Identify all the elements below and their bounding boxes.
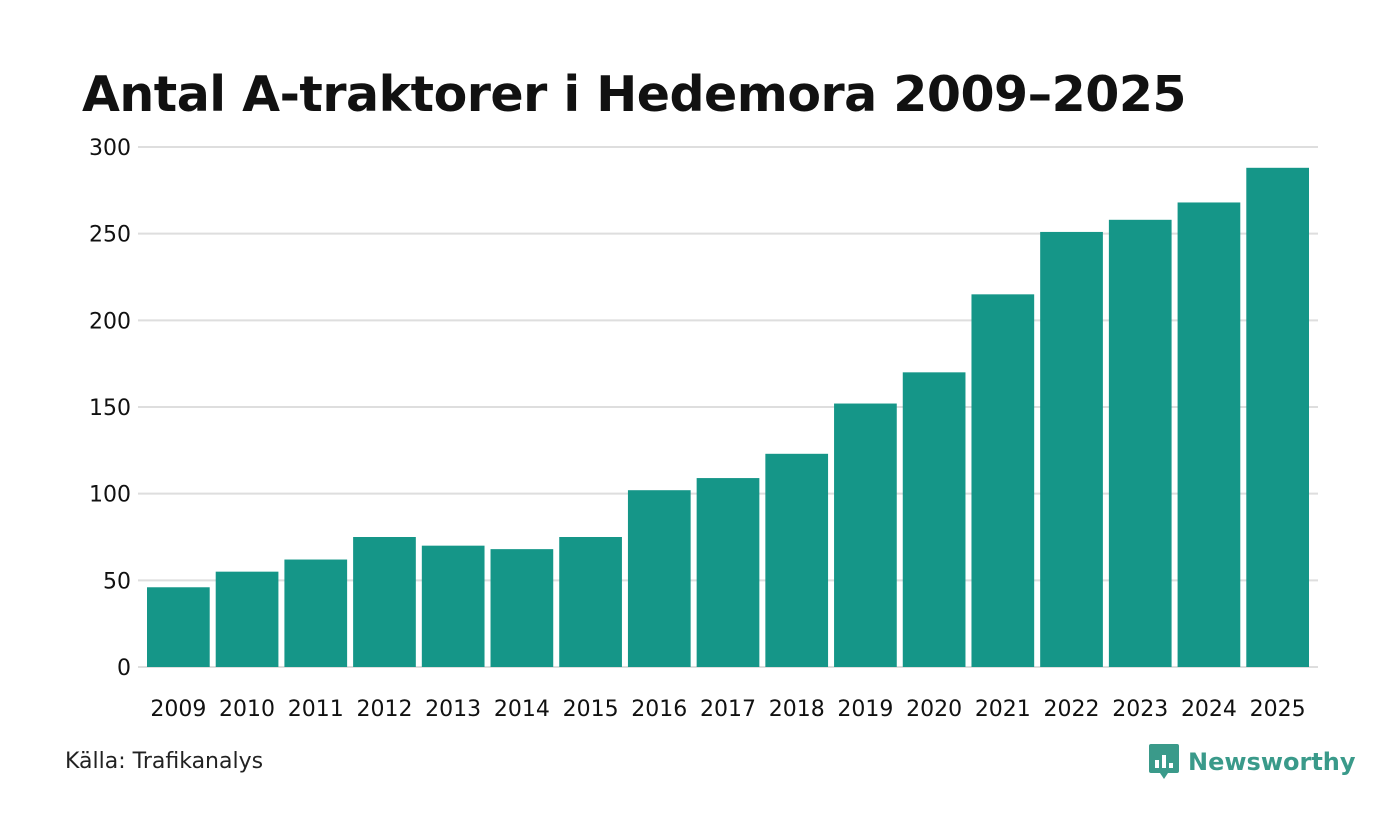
x-tick-label: 2014 xyxy=(494,697,550,722)
x-tick-label: 2021 xyxy=(975,697,1031,722)
x-tick-label: 2022 xyxy=(1044,697,1100,722)
chart-title: Antal A-traktorer i Hedemora 2009–2025 xyxy=(82,66,1187,123)
y-tick-label: 300 xyxy=(89,136,131,161)
bar-2013 xyxy=(421,545,485,667)
bar-2019 xyxy=(834,403,897,667)
bar-2024 xyxy=(1177,202,1241,667)
x-tick-label: 2019 xyxy=(837,697,893,722)
bar-2018 xyxy=(765,453,829,667)
bar-2017 xyxy=(696,478,760,667)
x-tick-label: 2018 xyxy=(769,697,825,722)
bar-2023 xyxy=(1108,219,1172,668)
bar-2021 xyxy=(971,294,1035,667)
x-tick-label: 2009 xyxy=(150,697,206,722)
y-tick-label: 150 xyxy=(89,396,131,421)
source-note: Källa: Trafikanalys xyxy=(65,749,264,774)
x-tick-label: 2017 xyxy=(700,697,756,722)
x-tick-label: 2012 xyxy=(356,697,412,722)
x-axis-ticks: 2009 2010 2011 2012 2013 2014 2015 2016 2017 2018… xyxy=(150,697,1305,722)
bars xyxy=(147,167,1309,668)
x-tick-label: 2020 xyxy=(906,697,962,722)
x-tick-label: 2025 xyxy=(1250,697,1306,722)
bar-2020 xyxy=(902,372,966,667)
bar-2025 xyxy=(1246,167,1309,668)
bar-2009 xyxy=(147,587,210,667)
x-tick-label: 2016 xyxy=(631,697,687,722)
x-tick-label: 2010 xyxy=(219,697,275,722)
brand-name: Newsworthy xyxy=(1188,748,1356,776)
x-tick-label: 2013 xyxy=(425,697,481,722)
bar-chart-speech-bubble-icon xyxy=(1149,744,1179,779)
bar-2014 xyxy=(490,549,554,667)
x-tick-label: 2024 xyxy=(1181,697,1237,722)
y-tick-label: 50 xyxy=(103,569,131,594)
bar-2010 xyxy=(215,571,279,667)
y-axis-ticks: 0 50 100 150 200 250 300 xyxy=(89,136,131,681)
bar-2016 xyxy=(627,490,691,667)
y-tick-label: 0 xyxy=(117,656,131,681)
bar-2012 xyxy=(353,537,416,667)
bar-2015 xyxy=(559,537,622,667)
bar-2011 xyxy=(284,559,348,667)
y-tick-label: 100 xyxy=(89,483,131,508)
newsworthy-logo: Newsworthy xyxy=(1148,743,1356,781)
bar-2022 xyxy=(1040,231,1103,667)
y-tick-label: 250 xyxy=(89,223,131,248)
y-tick-label: 200 xyxy=(89,309,131,334)
x-tick-label: 2011 xyxy=(288,697,344,722)
x-tick-label: 2015 xyxy=(563,697,619,722)
x-tick-label: 2023 xyxy=(1112,697,1168,722)
